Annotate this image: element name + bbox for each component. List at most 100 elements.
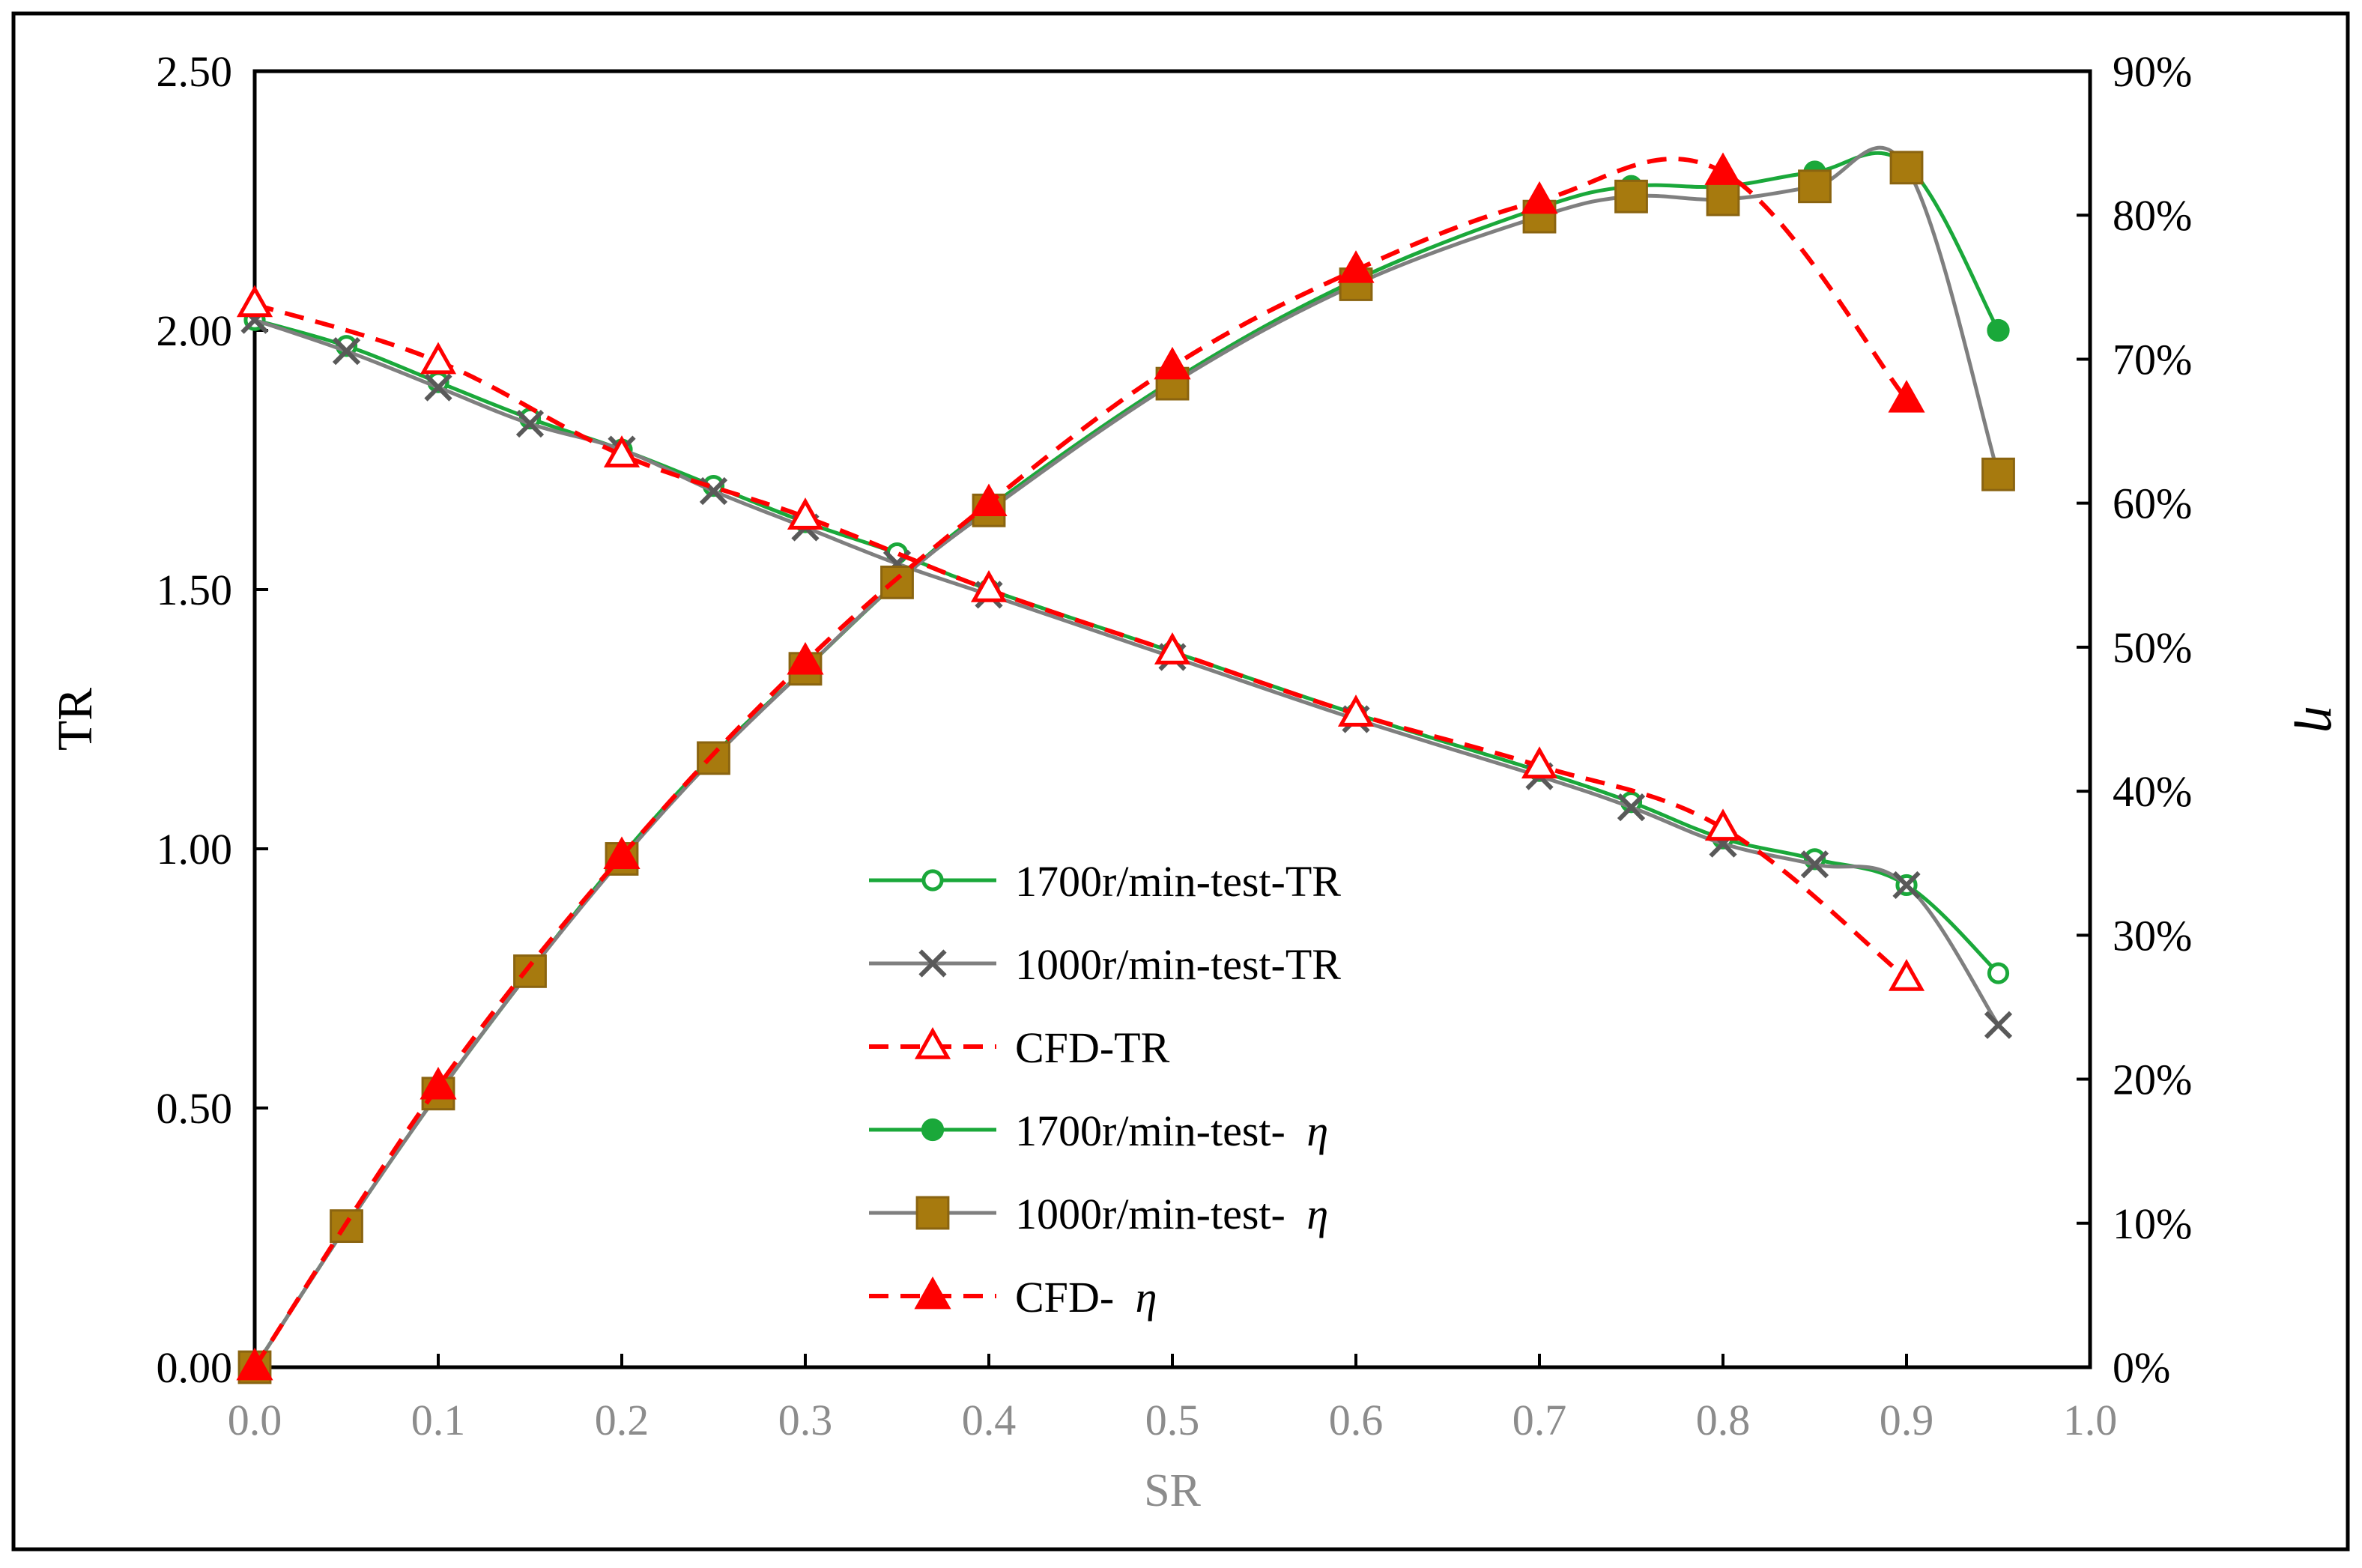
- data-point-marker: [332, 337, 361, 366]
- data-point-marker: [921, 1118, 945, 1142]
- series-2: [236, 285, 1925, 991]
- data-point-marker: [603, 435, 641, 467]
- y-left-tick-label: 2.50: [157, 47, 233, 96]
- legend-entry: CFD- η: [869, 1273, 1157, 1322]
- data-point-marker: [1889, 151, 1924, 185]
- series-line: [254, 302, 1908, 981]
- x-axis-title: SR: [1144, 1465, 1201, 1516]
- y-right-tick-label: 60%: [2113, 479, 2192, 528]
- data-point-marker: [1704, 152, 1742, 185]
- data-point-marker: [914, 1027, 951, 1059]
- data-point-marker: [513, 954, 547, 988]
- series-line: [252, 157, 1909, 1369]
- legend-label-symbol: η: [1306, 1107, 1328, 1155]
- y-right-tick-label: 30%: [2113, 911, 2192, 960]
- legend-label: 1000r/min-test- η: [1015, 1190, 1328, 1238]
- legend-entry: 1000r/min-test- η: [869, 1190, 1328, 1238]
- data-point-marker: [1614, 179, 1648, 214]
- data-point-marker: [1984, 1011, 2013, 1039]
- data-point-marker: [1892, 871, 1921, 900]
- data-point-marker: [1704, 808, 1742, 841]
- x-tick-label: 0.2: [595, 1396, 649, 1444]
- x-tick-label: 0.6: [1329, 1396, 1384, 1444]
- x-tick-label: 0.8: [1696, 1396, 1751, 1444]
- data-point-marker: [424, 373, 452, 402]
- y-left-axis-title: TR: [48, 688, 103, 751]
- legend-label-symbol: η: [1136, 1273, 1157, 1322]
- legend-label-text: CFD-: [1015, 1273, 1125, 1322]
- legend-label-text: CFD-TR: [1015, 1023, 1170, 1072]
- data-point-marker: [880, 565, 914, 599]
- data-point-marker: [420, 342, 457, 375]
- axes-layer: 0.0 0.1 0.2 0.3 0.4 0.5 0.6 0.7 0.8 0.9 1.0 0.00 0.5…: [48, 47, 2354, 1516]
- y-right-tick-label: 40%: [2113, 767, 2192, 816]
- data-point-marker: [1798, 169, 1832, 204]
- data-point-marker: [970, 483, 1008, 517]
- series-line: [252, 145, 2000, 1369]
- series-layer: [236, 145, 2015, 1384]
- legend-label-symbol: η: [1306, 1190, 1328, 1238]
- data-point-marker: [1337, 250, 1375, 283]
- data-point-marker: [918, 949, 947, 978]
- series-5: [236, 152, 1925, 1381]
- data-point-marker: [515, 409, 545, 438]
- y-right-tick-label: 90%: [2113, 47, 2192, 96]
- y-left-tick-label: 1.50: [157, 566, 233, 614]
- data-point-marker: [1888, 959, 1925, 991]
- data-point-marker: [970, 570, 1008, 602]
- data-point-marker: [236, 285, 273, 318]
- x-tick-label: 0.3: [778, 1396, 833, 1444]
- data-point-marker: [236, 1347, 273, 1381]
- data-point-marker: [1521, 181, 1558, 214]
- data-point-marker: [1617, 793, 1646, 822]
- legend-entry: CFD-TR: [869, 1023, 1170, 1072]
- data-point-marker: [1337, 694, 1375, 727]
- legend-label-text: 1000r/min-test-: [1015, 1190, 1296, 1238]
- y-right-tick-label: 80%: [2113, 191, 2192, 240]
- data-point-marker: [1888, 380, 1925, 413]
- data-point-marker: [1706, 182, 1740, 217]
- data-point-marker: [1800, 850, 1829, 879]
- y-left-tick-label: 0.50: [157, 1084, 233, 1133]
- y-left-tick-label: 0.00: [157, 1343, 233, 1392]
- legend-entry: 1000r/min-test-TR: [869, 940, 1341, 989]
- y-left-tick-label: 1.00: [157, 825, 233, 874]
- data-point-marker: [420, 1067, 457, 1100]
- legend-entry: 1700r/min-test-TR: [869, 857, 1341, 906]
- x-tick-label: 1.0: [2063, 1396, 2118, 1444]
- data-point-marker: [1154, 632, 1191, 665]
- x-tick-label: 0.1: [411, 1396, 466, 1444]
- x-tick-label: 0.0: [228, 1396, 282, 1444]
- legend-label: CFD- η: [1015, 1273, 1157, 1322]
- data-point-marker: [1987, 318, 2010, 342]
- legend-label-text: 1000r/min-test-TR: [1015, 940, 1341, 989]
- y-right-tick-label: 10%: [2113, 1199, 2192, 1248]
- legend-entry: 1700r/min-test- η: [869, 1107, 1328, 1155]
- data-point-marker: [914, 1276, 951, 1310]
- legend-label: 1000r/min-test-TR: [1015, 940, 1341, 989]
- y-right-tick-label: 0%: [2113, 1343, 2170, 1392]
- data-point-marker: [1521, 746, 1558, 779]
- data-point-marker: [921, 869, 944, 892]
- data-point-marker: [1987, 962, 2010, 984]
- legend: 1700r/min-test-TR 1000r/min-test-TR CFD-TR…: [869, 857, 1341, 1322]
- data-point-marker: [787, 641, 824, 675]
- legend-label: 1700r/min-test- η: [1015, 1107, 1328, 1155]
- legend-label: 1700r/min-test-TR: [1015, 857, 1341, 906]
- figure-border: [11, 11, 2350, 1552]
- y-right-tick-label: 20%: [2113, 1056, 2192, 1104]
- y-right-axis-title: η: [2294, 706, 2354, 733]
- legend-label-text: 1700r/min-test-: [1015, 1107, 1296, 1155]
- y-right-tick-label: 70%: [2113, 335, 2192, 384]
- y-left-tick-label: 2.00: [157, 306, 233, 355]
- data-point-marker: [1154, 346, 1191, 380]
- x-tick-label: 0.7: [1512, 1396, 1567, 1444]
- data-point-marker: [1981, 457, 2015, 491]
- x-tick-label: 0.9: [1880, 1396, 1934, 1444]
- x-tick-label: 0.4: [962, 1396, 1017, 1444]
- legend-label: CFD-TR: [1015, 1023, 1170, 1072]
- data-point-marker: [787, 497, 824, 530]
